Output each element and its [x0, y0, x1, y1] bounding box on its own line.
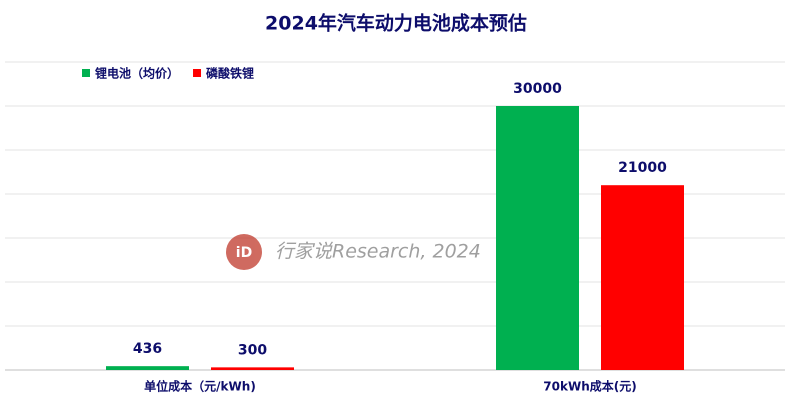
watermark: 行家说Research, 2024: [275, 241, 481, 263]
data-label: 21000: [618, 160, 667, 176]
bar: [496, 106, 579, 370]
legend-swatch: [82, 69, 90, 77]
legend-label: 锂电池（均价）: [95, 66, 179, 81]
legend-swatch: [193, 69, 202, 77]
bar: [601, 185, 684, 370]
watermark-icon: [226, 234, 262, 270]
data-label: 30000: [513, 81, 562, 97]
data-label: 300: [238, 342, 267, 358]
watermark-icon-text: iD: [236, 245, 252, 261]
bar: [211, 367, 294, 370]
watermark-logo: iD: [226, 234, 262, 270]
legend-label: 磷酸铁锂: [206, 66, 254, 81]
bar: [106, 366, 189, 370]
x-tick-label: 70kWh成本(元): [543, 379, 636, 394]
x-tick-label: 单位成本（元/kWh): [144, 379, 256, 394]
data-label: 436: [133, 341, 162, 357]
chart-title: 2024年汽车动力电池成本预估: [265, 12, 527, 35]
